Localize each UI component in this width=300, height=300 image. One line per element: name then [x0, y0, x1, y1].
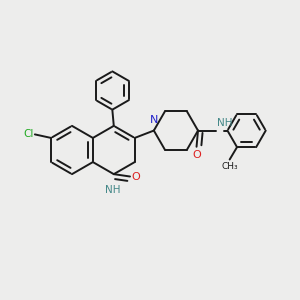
- Text: CH₃: CH₃: [221, 162, 238, 171]
- Text: O: O: [192, 150, 201, 160]
- Text: NH: NH: [105, 185, 120, 195]
- Text: O: O: [132, 172, 140, 182]
- Text: NH: NH: [217, 118, 233, 128]
- Text: Cl: Cl: [23, 129, 34, 140]
- Text: N: N: [150, 115, 158, 125]
